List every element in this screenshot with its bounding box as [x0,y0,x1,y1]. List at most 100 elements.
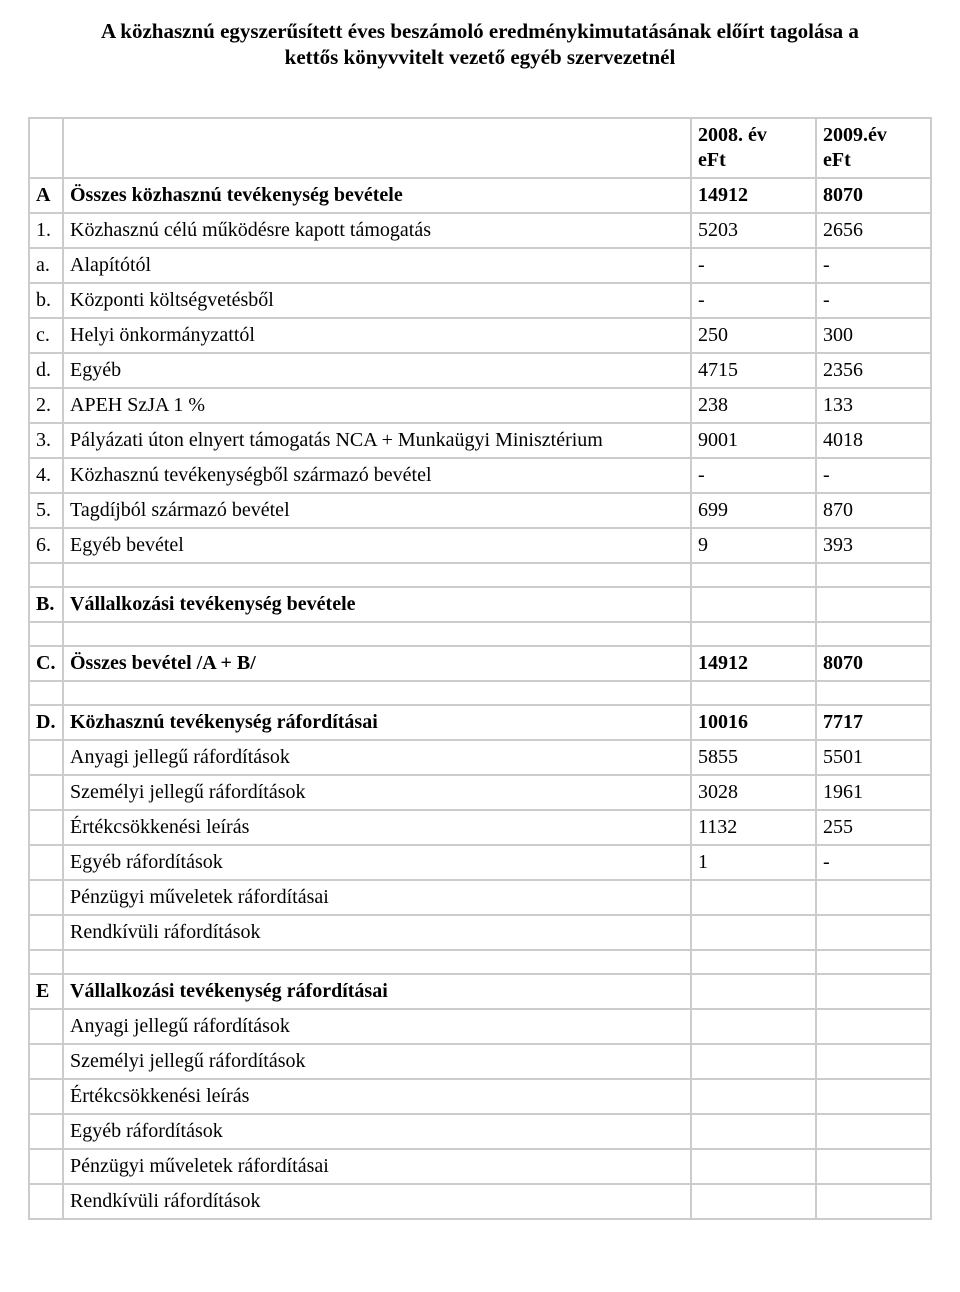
header-year-2: 2009.év eFt [816,118,931,178]
table-row: Személyi jellegű ráfordítások 3028 1961 [29,775,931,810]
table-row: c. Helyi önkormányzattól 250 300 [29,318,931,353]
table-row: E Vállalkozási tevékenység ráfordításai [29,974,931,1009]
row-y1 [691,1044,816,1079]
row-idx [29,775,63,810]
row-y2: - [816,248,931,283]
row-y1 [691,1079,816,1114]
row-y1 [691,587,816,622]
row-y2: 393 [816,528,931,563]
row-label: Közhasznú tevékenység ráfordításai [63,705,691,740]
table-row: C. Összes bevétel /A + B/ 14912 8070 [29,646,931,681]
header-idx-blank [29,118,63,178]
row-y1: 238 [691,388,816,423]
spacer-row [29,950,931,974]
row-label: Összes bevétel /A + B/ [63,646,691,681]
row-idx [29,845,63,880]
row-label: Tagdíjból származó bevétel [63,493,691,528]
row-label: Pénzügyi műveletek ráfordításai [63,880,691,915]
row-label: Egyéb [63,353,691,388]
table-row: 6. Egyéb bevétel 9 393 [29,528,931,563]
table-row: Személyi jellegű ráfordítások [29,1044,931,1079]
row-y2 [816,1044,931,1079]
table-row: 2. APEH SzJA 1 % 238 133 [29,388,931,423]
row-y2: 133 [816,388,931,423]
row-label: Közhasznú tevékenységből származó bevéte… [63,458,691,493]
row-idx: 2. [29,388,63,423]
row-idx: d. [29,353,63,388]
row-label: Egyéb ráfordítások [63,845,691,880]
row-label: Alapítótól [63,248,691,283]
row-idx: D. [29,705,63,740]
row-y1: 4715 [691,353,816,388]
row-y2: - [816,845,931,880]
row-label: Vállalkozási tevékenység ráfordításai [63,974,691,1009]
table-row: d. Egyéb 4715 2356 [29,353,931,388]
row-label: Rendkívüli ráfordítások [63,1184,691,1219]
row-y1: 3028 [691,775,816,810]
row-y2 [816,1009,931,1044]
row-y2 [816,974,931,1009]
row-y1: - [691,248,816,283]
row-label: Helyi önkormányzattól [63,318,691,353]
row-y2: 4018 [816,423,931,458]
table-row: b. Központi költségvetésből - - [29,283,931,318]
row-y1 [691,915,816,950]
table-row: Pénzügyi műveletek ráfordításai [29,880,931,915]
row-idx [29,1114,63,1149]
row-y2 [816,1079,931,1114]
header-year-1-line1: 2008. év [698,124,767,146]
row-idx: 6. [29,528,63,563]
row-y1 [691,1184,816,1219]
row-label: Egyéb bevétel [63,528,691,563]
table-row: Értékcsökkenési leírás 1132 255 [29,810,931,845]
row-y2: 255 [816,810,931,845]
row-label: Központi költségvetésből [63,283,691,318]
header-year-1: 2008. év eFt [691,118,816,178]
row-y1: 1 [691,845,816,880]
row-label: Egyéb ráfordítások [63,1114,691,1149]
table-row: D. Közhasznú tevékenység ráfordításai 10… [29,705,931,740]
table-row: Anyagi jellegű ráfordítások [29,1009,931,1044]
row-y2: 5501 [816,740,931,775]
table-row: Egyéb ráfordítások 1 - [29,845,931,880]
row-idx: 4. [29,458,63,493]
row-label: Személyi jellegű ráfordítások [63,775,691,810]
table-row: a. Alapítótól - - [29,248,931,283]
row-idx [29,1184,63,1219]
row-y1 [691,1009,816,1044]
table-row: 1. Közhasznú célú működésre kapott támog… [29,213,931,248]
row-y1: 9001 [691,423,816,458]
row-y1: 10016 [691,705,816,740]
table-row: Anyagi jellegű ráfordítások 5855 5501 [29,740,931,775]
row-y1: 699 [691,493,816,528]
row-y2 [816,587,931,622]
row-y2 [816,1149,931,1184]
table-row: Egyéb ráfordítások [29,1114,931,1149]
row-y2 [816,880,931,915]
row-idx: 5. [29,493,63,528]
table-row: 5. Tagdíjból származó bevétel 699 870 [29,493,931,528]
header-year-2-line1: 2009.év [823,124,887,146]
row-y1: - [691,458,816,493]
row-y2 [816,915,931,950]
row-y1: 5855 [691,740,816,775]
title-line-1: A közhasznú egyszerűsített éves beszámol… [101,19,859,43]
row-idx: b. [29,283,63,318]
row-idx [29,810,63,845]
row-idx [29,1079,63,1114]
row-y1: 14912 [691,646,816,681]
row-y1 [691,974,816,1009]
income-statement-table: 2008. év eFt 2009.év eFt A Összes közhas… [28,117,932,1220]
row-y2: - [816,458,931,493]
spacer-row [29,622,931,646]
row-y2: 8070 [816,646,931,681]
title-line-2: kettős könyvvitelt vezető egyéb szerveze… [285,45,676,69]
table-row: Rendkívüli ráfordítások [29,915,931,950]
spacer-row [29,681,931,705]
row-idx: B. [29,587,63,622]
row-label: Személyi jellegű ráfordítások [63,1044,691,1079]
page-title: A közhasznú egyszerűsített éves beszámol… [28,18,932,71]
row-y1: 5203 [691,213,816,248]
row-idx: 1. [29,213,63,248]
header-year-1-line2: eFt [698,149,726,171]
